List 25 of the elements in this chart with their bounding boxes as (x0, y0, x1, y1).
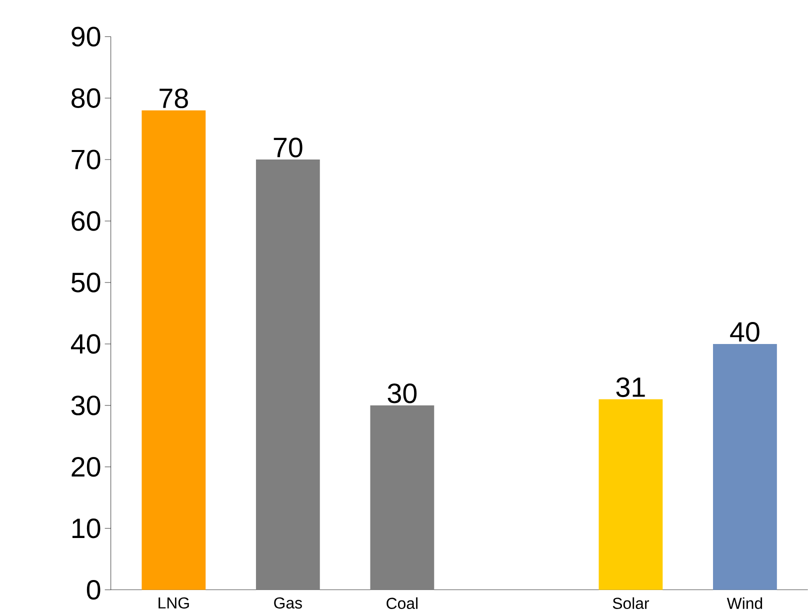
x-tick-label: LNG (158, 597, 189, 608)
y-tick-label: 60 (72, 211, 100, 231)
y-tick-label: 30 (71, 395, 100, 416)
y-tick-label: 10 (72, 518, 100, 538)
y-tick-label: 40 (70, 334, 100, 354)
y-tick-label: 80 (72, 88, 100, 108)
data-label: 78 (160, 88, 188, 108)
x-tick-label: Coal (386, 597, 418, 609)
bar (370, 405, 434, 590)
y-tick-label: 20 (72, 456, 100, 477)
data-label: 70 (274, 137, 302, 158)
y-tick-label: 50 (71, 272, 100, 292)
bar (256, 159, 320, 590)
bar (713, 344, 777, 590)
bar (598, 399, 663, 590)
data-label: 30 (388, 383, 417, 404)
x-tick-label: Wind (726, 597, 762, 609)
y-tick-label: 90 (72, 26, 100, 46)
data-label: 31 (616, 377, 645, 397)
bar (142, 110, 206, 590)
y-tick-label: 0 (86, 580, 100, 600)
x-tick-label: Gas (274, 597, 302, 608)
y-tick-label: 70 (72, 150, 100, 170)
x-tick-label: Solar (612, 597, 650, 609)
data-label: 40 (730, 322, 760, 342)
